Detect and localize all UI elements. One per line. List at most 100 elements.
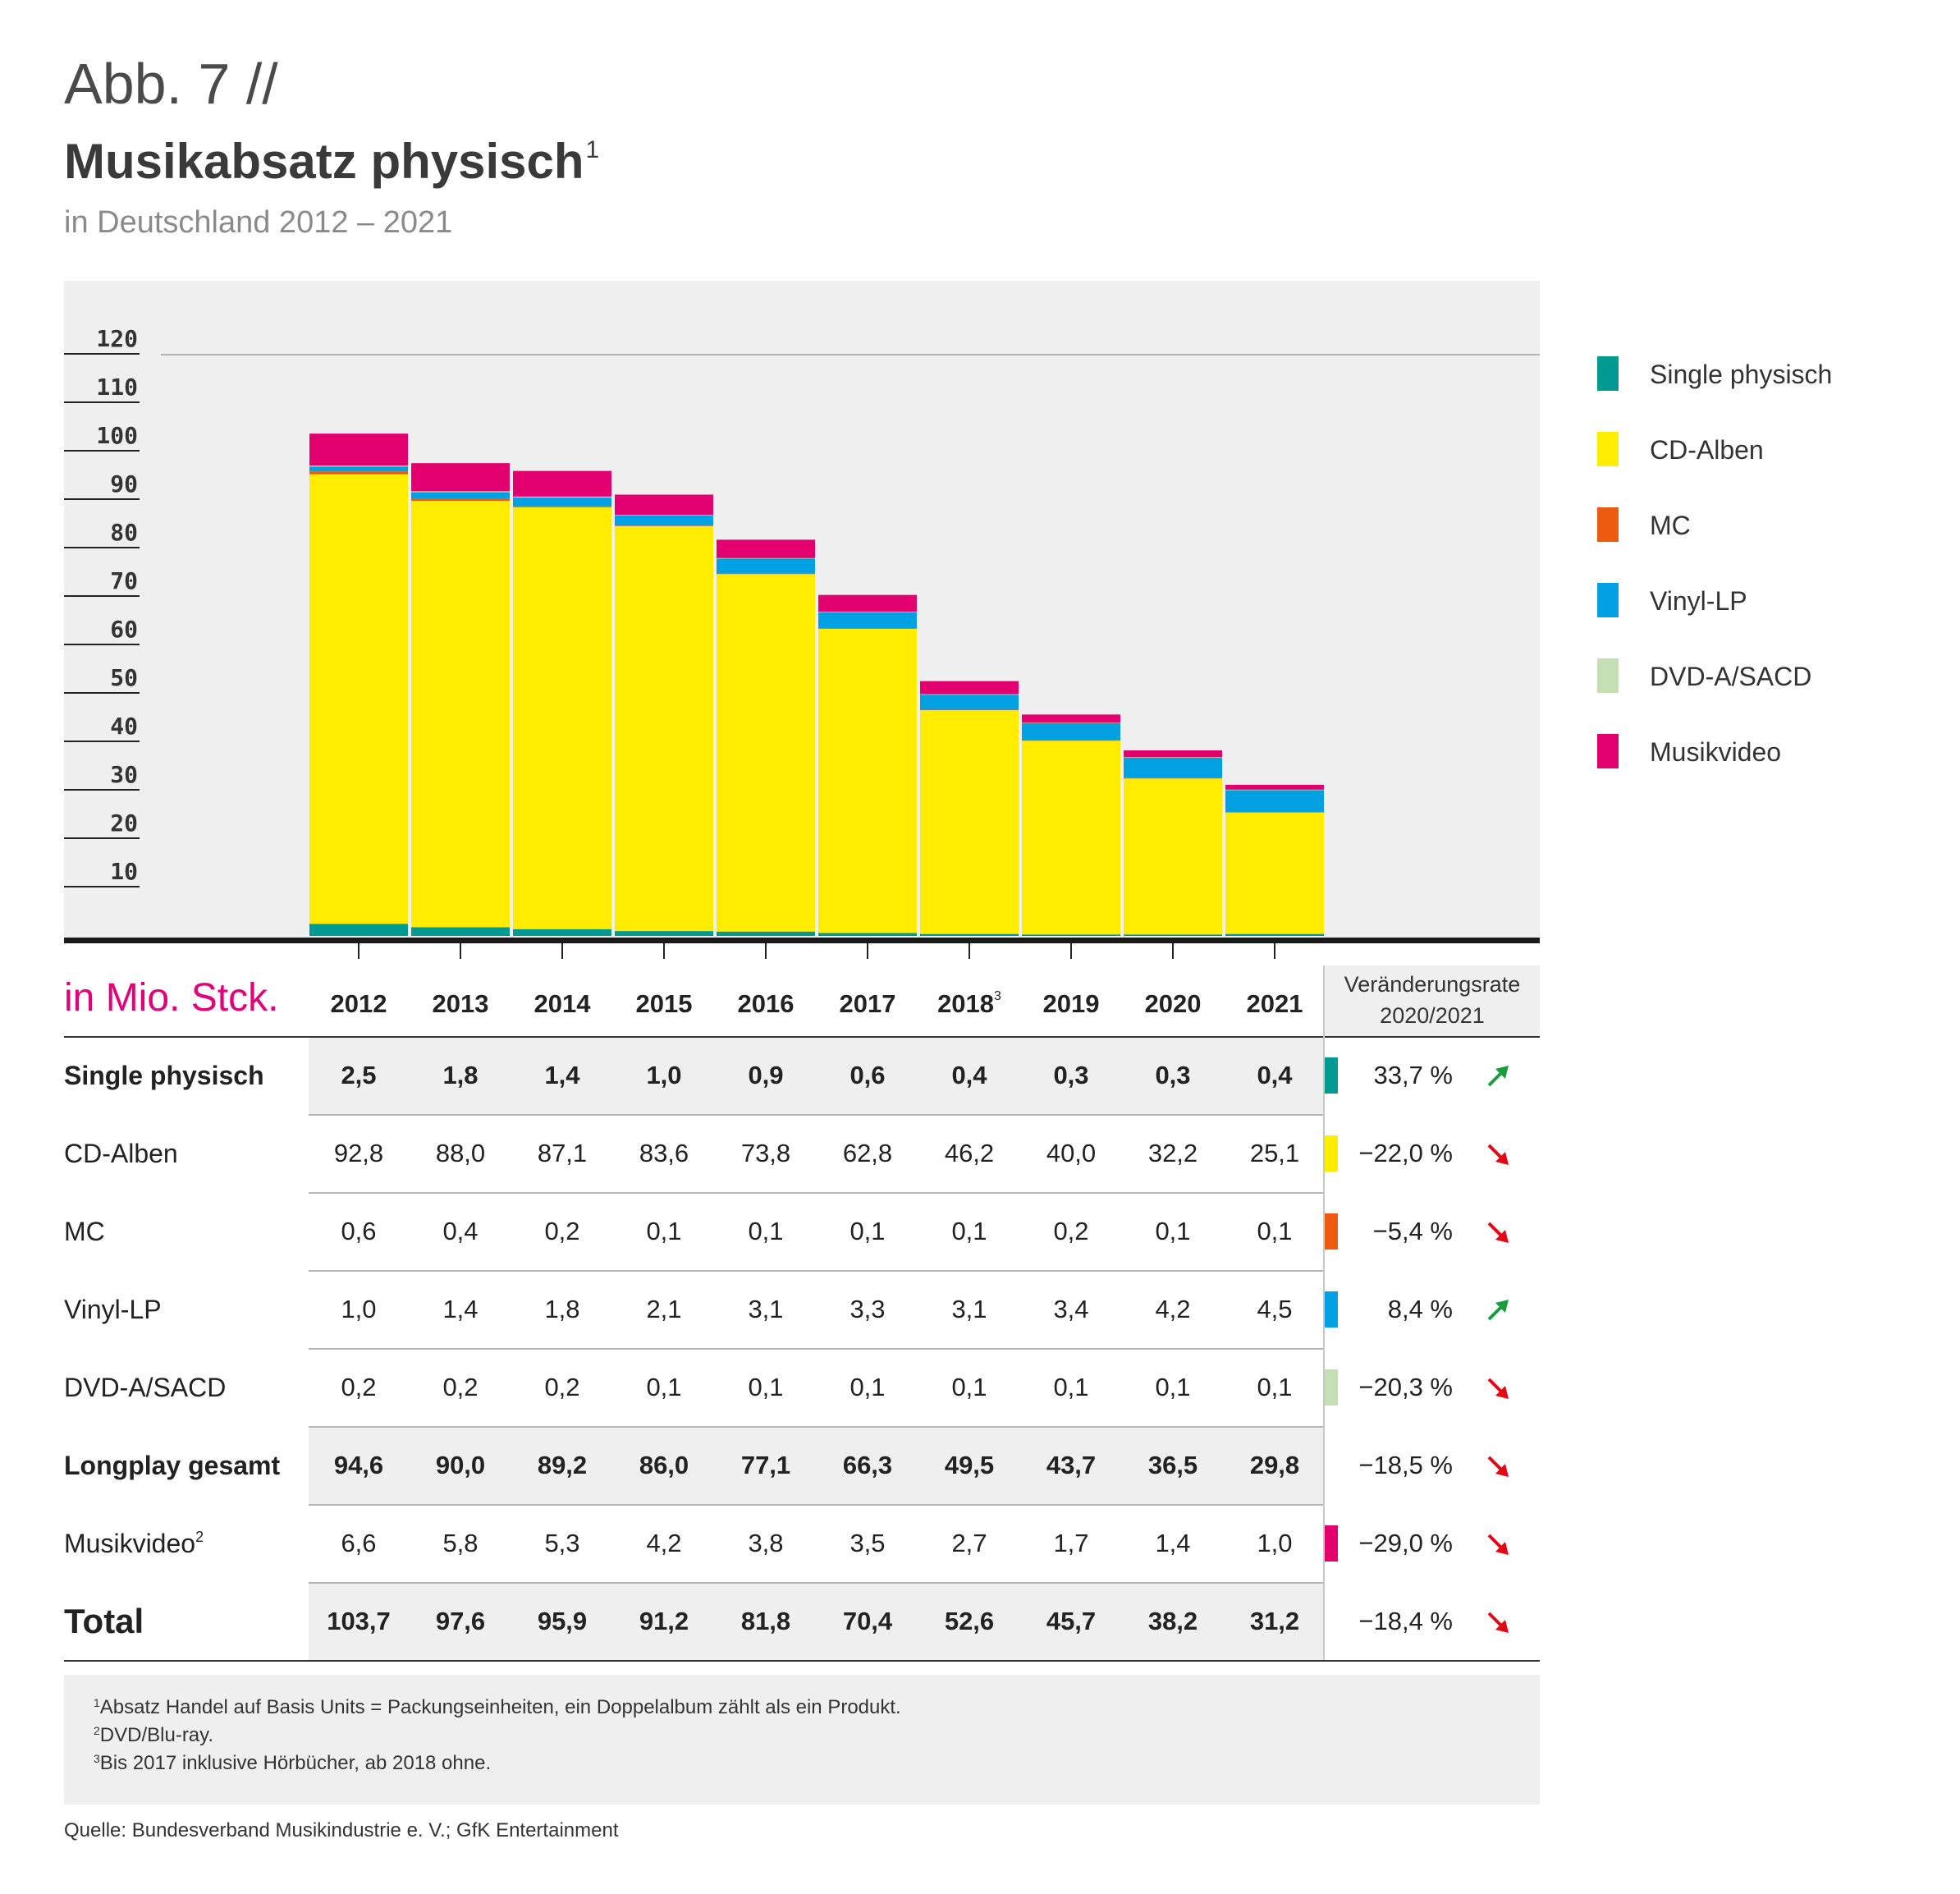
bar-segment-dvd-2020 (1124, 757, 1222, 758)
row-label: MC (64, 1217, 105, 1247)
bar-segment-single-2017 (818, 933, 917, 936)
row-shade (309, 1038, 1325, 1114)
year-header-label: 2017 (839, 989, 896, 1018)
bar-segment-video-2017 (818, 594, 917, 612)
row-label: Total (64, 1602, 144, 1641)
row-label: Vinyl-LP (64, 1295, 162, 1325)
bar-segment-cd-2015 (615, 525, 713, 932)
y-tick-label: 50 (110, 664, 138, 691)
row-color-swatch-cd (1325, 1135, 1338, 1172)
change-rate-value: 8,4 % (1387, 1294, 1453, 1323)
year-header: 2021 (1225, 989, 1324, 1019)
row-label-text: DVD-A/SACD (64, 1372, 227, 1402)
table-cell: 3,8 (748, 1528, 784, 1557)
bar-segment-mc-2019 (1022, 740, 1120, 741)
bar-segment-video-2021 (1225, 784, 1324, 790)
bar-segment-vinyl-2016 (717, 558, 815, 574)
legend-label-vinyl: Vinyl-LP (1650, 586, 1747, 616)
row-separator (309, 1114, 1325, 1116)
table-cell: 1,0 (1257, 1528, 1293, 1557)
change-rate-value: −29,0 % (1358, 1528, 1453, 1557)
year-header-label: 2021 (1246, 989, 1303, 1018)
year-header: 2016 (717, 989, 815, 1019)
table-cell: 73,8 (740, 1138, 791, 1167)
chart-title: Musikabsatz physisch1 (64, 133, 599, 190)
bar-segment-video-2015 (615, 494, 713, 516)
row-label-text: Single physisch (64, 1060, 264, 1090)
table-cell: 1,4 (544, 1060, 580, 1089)
change-rate-value: −18,4 % (1358, 1606, 1453, 1635)
trend-down-arrow-icon (1487, 1222, 1509, 1243)
footnote-text: DVD/Blu-ray. (99, 1724, 214, 1746)
bar-segment-cd-2013 (411, 501, 510, 928)
bar-segment-cd-2020 (1124, 778, 1222, 935)
row-separator (309, 1426, 1325, 1428)
footnote-line: 3Bis 2017 inklusive Hörbücher, ab 2018 o… (94, 1752, 491, 1775)
table-cell: 5,8 (442, 1528, 479, 1557)
table-cell: 40,0 (1046, 1138, 1097, 1167)
table-cell: 0,3 (1053, 1060, 1089, 1089)
table-cell: 1,8 (544, 1294, 580, 1323)
bar-segment-video-2020 (1124, 750, 1222, 758)
table-cell: 0,1 (1053, 1372, 1089, 1401)
row-label: Musikvideo2 (64, 1529, 204, 1559)
y-tick-label: 40 (110, 713, 138, 740)
bar-segment-single-2015 (615, 931, 713, 936)
change-rate-value: −22,0 % (1358, 1138, 1453, 1167)
footnote-text: Absatz Handel auf Basis Units = Packungs… (99, 1696, 901, 1718)
bar-segment-cd-2017 (818, 628, 917, 933)
year-header: 2020 (1124, 989, 1222, 1019)
table-cell: 0,1 (951, 1216, 987, 1245)
legend-label-cd: CD-Alben (1650, 435, 1764, 465)
bar-segment-dvd-2016 (717, 557, 815, 559)
bar-segment-single-2021 (1225, 933, 1324, 936)
bar-segment-video-2013 (411, 463, 510, 492)
y-tick-line (64, 353, 140, 355)
table-cell: 6,6 (341, 1528, 377, 1557)
year-header-label: 2013 (432, 989, 489, 1018)
bar-segment-single-2013 (411, 927, 510, 936)
bar-segment-cd-2018 (920, 710, 1019, 934)
table-cell: 70,4 (842, 1606, 893, 1635)
y-tick-label: 100 (96, 422, 138, 449)
change-rate-value: −20,3 % (1358, 1372, 1453, 1401)
table-cell: 0,6 (849, 1060, 886, 1089)
y-tick-line (64, 401, 140, 403)
year-header-label: 2018 (937, 989, 995, 1018)
year-header: 2014 (513, 989, 611, 1019)
bar-chart (64, 354, 1540, 959)
bar-segment-mc-2018 (920, 709, 1019, 711)
table-cell: 91,2 (639, 1606, 689, 1635)
table-cell: 0,1 (1257, 1372, 1293, 1401)
table-cell: 0,4 (442, 1216, 479, 1245)
row-separator (309, 1192, 1325, 1194)
bar-segment-vinyl-2015 (615, 515, 713, 526)
row-color-swatch-single (1325, 1057, 1338, 1094)
footnote-line: 2DVD/Blu-ray. (94, 1724, 213, 1747)
legend-label-mc: MC (1650, 511, 1691, 540)
legend-swatch-single (1597, 356, 1619, 391)
table-cell: 90,0 (435, 1450, 486, 1479)
legend-swatch-vinyl (1597, 583, 1619, 617)
y-tick-line (64, 886, 140, 887)
year-header: 20183 (920, 989, 1019, 1019)
row-color-swatch-video (1325, 1525, 1338, 1562)
y-tick-line (64, 498, 140, 500)
legend-label-single: Single physisch (1650, 360, 1833, 389)
footnote-text: Bis 2017 inklusive Hörbücher, ab 2018 oh… (99, 1752, 492, 1774)
footnote-number: 1 (94, 1696, 100, 1709)
bar-segment-cd-2014 (513, 507, 611, 929)
bar-segment-video-2014 (513, 470, 611, 497)
bar-segment-vinyl-2020 (1124, 757, 1222, 778)
bar-segment-single-2019 (1022, 934, 1120, 936)
table-cell: 2,7 (951, 1528, 987, 1557)
row-shade (309, 1428, 1325, 1504)
table-cell: 94,6 (333, 1450, 384, 1479)
table-cell: 5,3 (544, 1528, 580, 1557)
year-header-label: 2016 (737, 989, 795, 1018)
table-cell: 0,1 (1155, 1372, 1191, 1401)
table-cell: 0,1 (951, 1372, 987, 1401)
bar-segment-mc-2017 (818, 628, 917, 629)
row-separator (309, 1348, 1325, 1350)
bar-segment-video-2018 (920, 681, 1019, 695)
